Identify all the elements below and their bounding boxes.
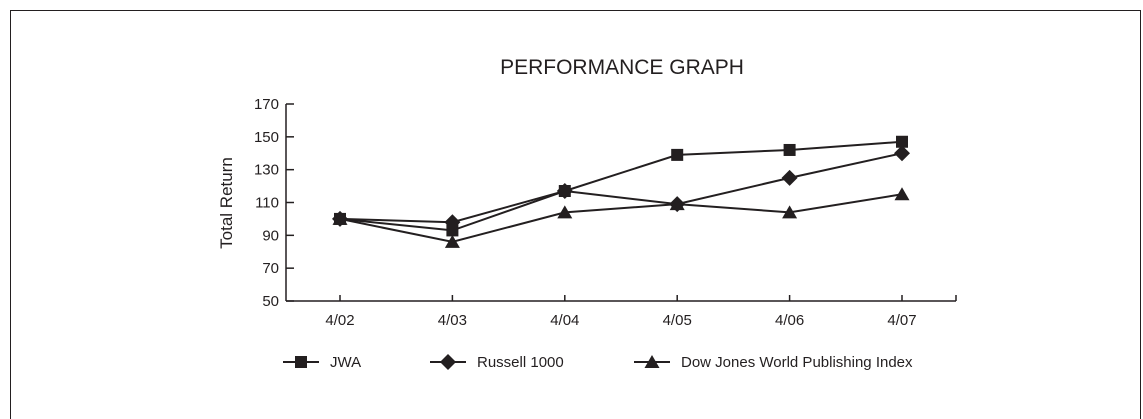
series-line-jwa xyxy=(339,140,903,232)
data-point-dow-jones-world-publishing-index xyxy=(444,234,460,248)
legend-item-jwa: JWA xyxy=(283,354,361,371)
data-point-dow-jones-world-publishing-index xyxy=(782,205,798,219)
x-tick-label: 4/02 xyxy=(325,312,354,329)
x-tick-label: 4/06 xyxy=(775,312,804,329)
data-point-russell-1000 xyxy=(556,183,573,200)
data-point-jwa xyxy=(671,148,684,161)
legend-marker xyxy=(295,356,307,368)
axes: 50 70 90 110 130 150 170 4/02 4/03 4/04 4/05 4/06 4/… xyxy=(254,96,957,329)
chart-title: PERFORMANCE GRAPH xyxy=(500,56,744,79)
data-point-jwa xyxy=(783,143,796,156)
legend-label: Russell 1000 xyxy=(477,354,564,371)
legend-item-dow-jones-world-publishing-index: Dow Jones World Publishing Index xyxy=(634,354,913,371)
y-tick-label: 170 xyxy=(254,96,279,113)
series-russell-1000 xyxy=(332,145,910,231)
data-point-russell-1000 xyxy=(781,169,798,186)
data-point-dow-jones-world-publishing-index xyxy=(669,197,685,211)
legend: JWA Russell 1000 Dow Jones World Publishin… xyxy=(283,354,913,371)
y-tick-label: 50 xyxy=(262,293,279,310)
y-axis-label: Total Return xyxy=(217,157,236,249)
y-tick-label: 130 xyxy=(254,162,279,179)
data-point-russell-1000 xyxy=(444,214,461,231)
y-tick-label: 70 xyxy=(262,260,279,277)
y-tick-label: 150 xyxy=(254,129,279,146)
x-tick-label: 4/03 xyxy=(438,312,467,329)
x-tick-label: 4/07 xyxy=(887,312,916,329)
series-dow-jones-world-publishing-index xyxy=(332,187,910,248)
x-tick-label: 4/05 xyxy=(663,312,692,329)
legend-item-russell-1000: Russell 1000 xyxy=(430,354,564,371)
data-point-jwa xyxy=(896,135,908,148)
data-point-jwa xyxy=(446,224,459,237)
legend-marker xyxy=(440,354,456,370)
data-point-dow-jones-world-publishing-index xyxy=(894,187,910,201)
data-point-russell-1000 xyxy=(894,145,910,162)
x-tick-label: 4/04 xyxy=(550,312,579,329)
y-tick-label: 110 xyxy=(255,195,279,212)
data-point-dow-jones-world-publishing-index xyxy=(332,211,348,225)
series-line-dow-jones-world-publishing-index xyxy=(339,193,903,243)
chart-frame xyxy=(10,10,1141,419)
y-tick-label: 90 xyxy=(262,227,279,244)
legend-label: Dow Jones World Publishing Index xyxy=(681,354,913,371)
data-point-dow-jones-world-publishing-index xyxy=(557,205,573,219)
series-layer xyxy=(332,135,910,248)
series-line-russell-1000 xyxy=(339,152,903,224)
legend-marker xyxy=(644,355,660,368)
legend-label: JWA xyxy=(330,354,361,371)
